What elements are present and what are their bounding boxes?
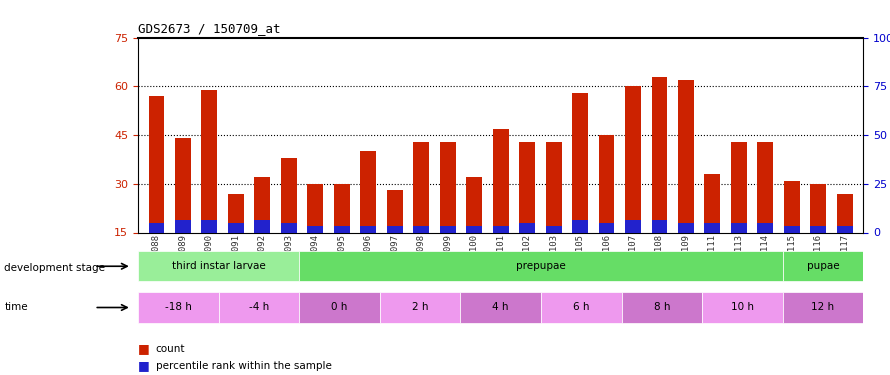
Bar	[175, 138, 190, 232]
Bar	[705, 223, 720, 232]
Bar	[466, 226, 482, 232]
Bar	[651, 219, 668, 232]
Text: count: count	[156, 344, 185, 354]
Bar	[519, 141, 535, 232]
Bar	[731, 141, 747, 232]
Bar	[625, 219, 641, 232]
Bar	[493, 129, 508, 232]
Bar	[228, 194, 244, 232]
FancyBboxPatch shape	[380, 292, 460, 322]
Text: ■: ■	[138, 342, 150, 355]
Bar	[228, 223, 244, 232]
Bar	[255, 177, 271, 232]
Bar	[757, 223, 773, 232]
FancyBboxPatch shape	[460, 292, 541, 322]
Bar	[334, 184, 350, 232]
Bar	[837, 226, 853, 232]
Bar	[625, 86, 641, 232]
Bar	[413, 226, 429, 232]
Bar	[307, 226, 323, 232]
Bar	[572, 219, 588, 232]
Bar	[149, 96, 165, 232]
Text: pupae: pupae	[806, 261, 839, 271]
Bar	[837, 194, 853, 232]
Bar	[360, 226, 376, 232]
Bar	[546, 226, 562, 232]
Bar	[201, 219, 217, 232]
Bar	[281, 158, 296, 232]
Text: percentile rank within the sample: percentile rank within the sample	[156, 361, 332, 370]
Bar	[466, 177, 482, 232]
Bar	[678, 223, 694, 232]
Bar	[811, 226, 826, 232]
Text: time: time	[4, 303, 28, 312]
Text: 2 h: 2 h	[412, 303, 428, 312]
Text: -4 h: -4 h	[248, 303, 269, 312]
Text: 4 h: 4 h	[492, 303, 509, 312]
Text: development stage: development stage	[4, 263, 105, 273]
Text: 10 h: 10 h	[731, 303, 754, 312]
FancyBboxPatch shape	[138, 292, 219, 322]
Text: 6 h: 6 h	[573, 303, 589, 312]
Bar	[440, 226, 456, 232]
Bar	[387, 226, 402, 232]
Bar	[387, 190, 402, 232]
Bar	[360, 151, 376, 232]
Text: ■: ■	[138, 359, 150, 372]
Bar	[149, 223, 165, 232]
Bar	[440, 141, 456, 232]
FancyBboxPatch shape	[299, 292, 380, 322]
FancyBboxPatch shape	[219, 292, 299, 322]
Text: 0 h: 0 h	[331, 303, 348, 312]
FancyBboxPatch shape	[541, 292, 621, 322]
Text: GDS2673 / 150709_at: GDS2673 / 150709_at	[138, 22, 280, 35]
Text: 12 h: 12 h	[812, 303, 835, 312]
FancyBboxPatch shape	[621, 292, 702, 322]
Bar	[731, 223, 747, 232]
Bar	[811, 184, 826, 232]
Text: -18 h: -18 h	[165, 303, 191, 312]
Bar	[175, 219, 190, 232]
Bar	[599, 135, 614, 232]
Text: third instar larvae: third instar larvae	[172, 261, 265, 271]
Bar	[307, 184, 323, 232]
Bar	[546, 141, 562, 232]
Bar	[334, 226, 350, 232]
Bar	[651, 76, 668, 232]
Bar	[201, 90, 217, 232]
Bar	[572, 93, 588, 232]
FancyBboxPatch shape	[782, 251, 863, 281]
Text: 8 h: 8 h	[653, 303, 670, 312]
Bar	[493, 226, 508, 232]
FancyBboxPatch shape	[138, 251, 299, 281]
Bar	[519, 223, 535, 232]
Bar	[784, 226, 800, 232]
FancyBboxPatch shape	[299, 251, 782, 281]
Bar	[255, 219, 271, 232]
Bar	[705, 174, 720, 232]
Bar	[757, 141, 773, 232]
Bar	[784, 180, 800, 232]
Bar	[599, 223, 614, 232]
Bar	[281, 223, 296, 232]
Bar	[678, 80, 694, 232]
FancyBboxPatch shape	[702, 292, 782, 322]
Text: prepupae: prepupae	[516, 261, 566, 271]
Bar	[413, 141, 429, 232]
FancyBboxPatch shape	[782, 292, 863, 322]
